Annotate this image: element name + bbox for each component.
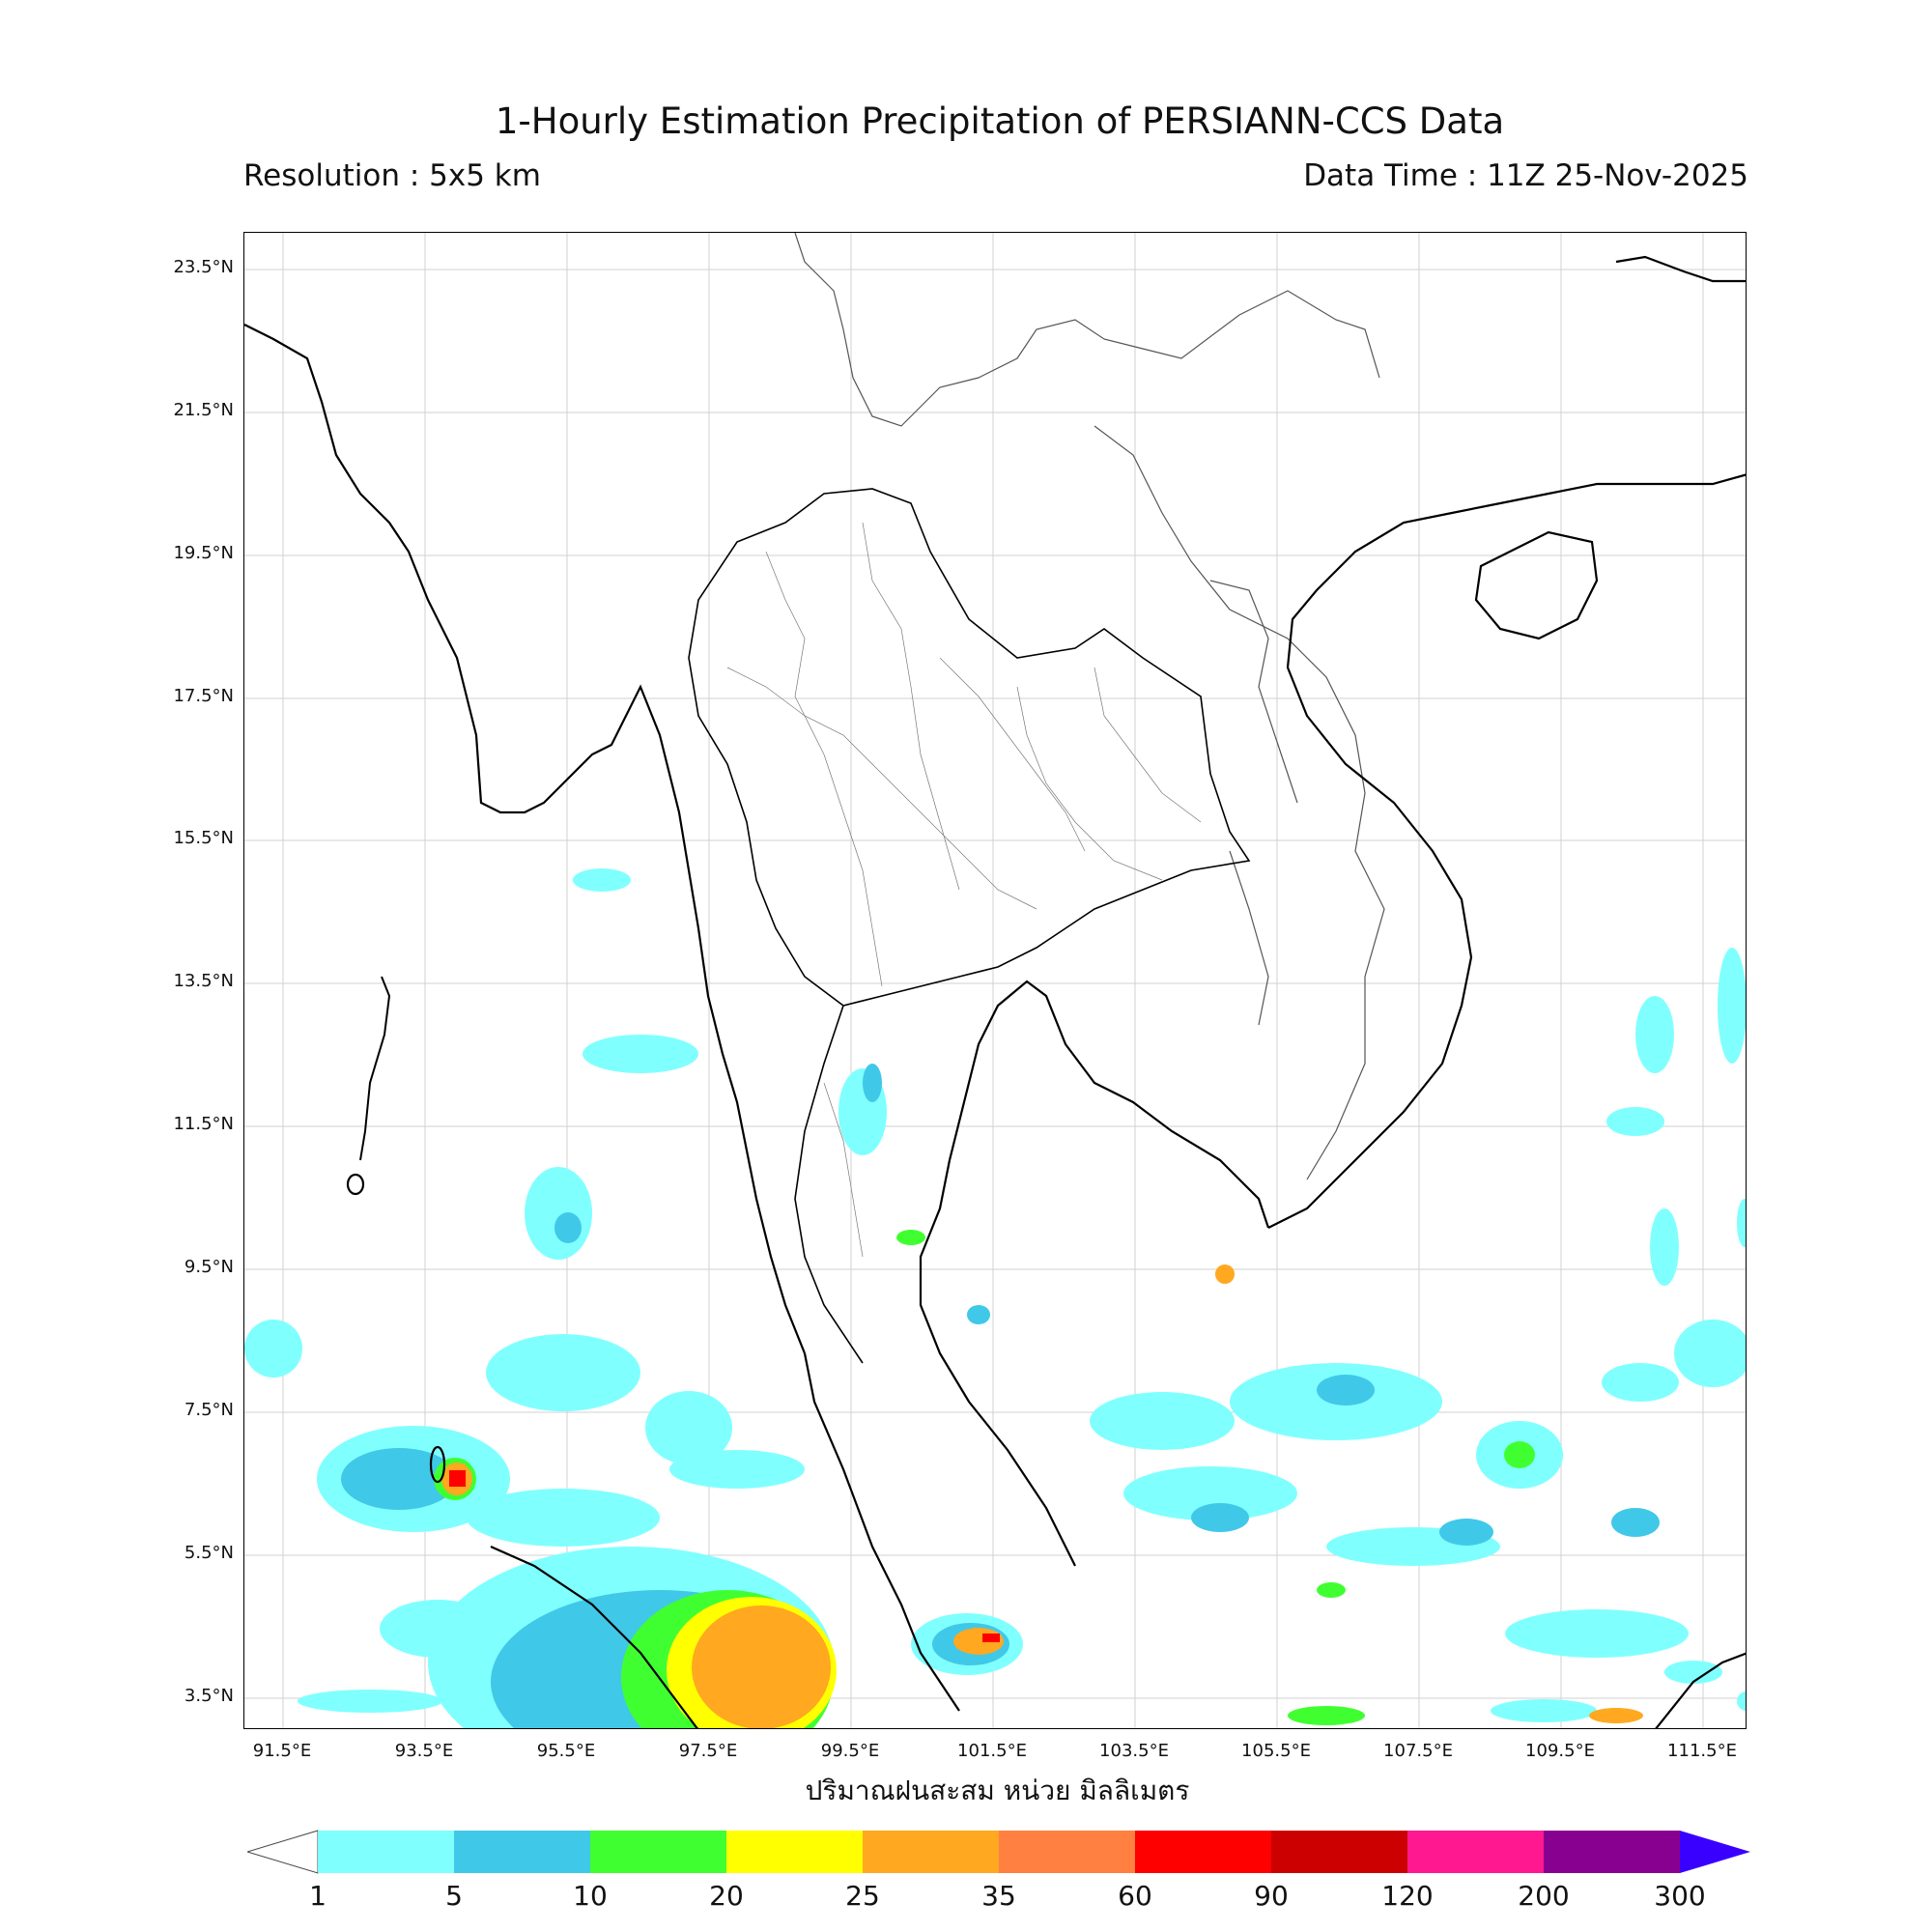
lon-label: 103.5°E: [1099, 1741, 1169, 1761]
colorbar-bin: [454, 1831, 590, 1873]
colorbar-label: 10: [573, 1880, 608, 1912]
rainfall-areas: [244, 868, 1746, 1728]
lon-label: 95.5°E: [536, 1741, 596, 1761]
rain-cell: [1317, 1582, 1346, 1598]
data-time-label: Data Time : 11Z 25-Nov-2025: [1303, 158, 1748, 193]
colorbar-label: 200: [1518, 1880, 1570, 1912]
lat-label: 15.5°N: [173, 828, 234, 848]
rain-cell: [298, 1690, 442, 1713]
lon-label: 107.5°E: [1383, 1741, 1453, 1761]
rain-cell: [554, 1212, 582, 1243]
rain-cell: [1439, 1519, 1493, 1546]
rain-cell: [1191, 1503, 1249, 1532]
colorbar-label: 25: [845, 1880, 880, 1912]
colorbar-label: 60: [1118, 1880, 1152, 1912]
rain-cell: [692, 1605, 831, 1728]
rain-cell: [669, 1450, 805, 1489]
map-canvas: [244, 233, 1746, 1728]
rain-cell: [1491, 1699, 1597, 1722]
lon-label: 105.5°E: [1241, 1741, 1311, 1761]
rain-cell: [1504, 1441, 1535, 1468]
rain-cell: [1611, 1508, 1660, 1537]
colorbar-bin: [1407, 1831, 1544, 1873]
coastlines: [244, 255, 1746, 1728]
rain-cell: [863, 1064, 882, 1102]
rain-cell: [1090, 1392, 1235, 1450]
map-title: 1-Hourly Estimation Precipitation of PER…: [495, 100, 1505, 142]
lon-label: 109.5°E: [1525, 1741, 1595, 1761]
resolution-label: Resolution : 5x5 km: [243, 158, 541, 193]
rain-cell: [582, 1035, 698, 1073]
lon-label: 111.5°E: [1667, 1741, 1737, 1761]
lon-label: 101.5°E: [957, 1741, 1027, 1761]
rain-cell: [525, 1167, 592, 1260]
precipitation-map: [243, 232, 1747, 1729]
rain-cell: [486, 1334, 640, 1411]
lat-label: 19.5°N: [173, 543, 234, 563]
rain-cell: [244, 1320, 302, 1378]
colorbar-svg: [245, 1830, 1750, 1874]
rain-cell: [449, 1470, 466, 1487]
colorbar-unit-label: ปริมาณฝนสะสม หน่วย มิลลิเมตร: [805, 1775, 1190, 1806]
colorbar-over-triangle: [1680, 1831, 1750, 1873]
colorbar-bin: [1135, 1831, 1271, 1873]
lat-label: 21.5°N: [173, 400, 234, 420]
rain-cell: [967, 1305, 990, 1324]
colorbar-bin: [1544, 1831, 1680, 1873]
lat-label: 7.5°N: [184, 1400, 234, 1420]
country-borders: [794, 233, 1385, 1180]
lat-label: 9.5°N: [184, 1257, 234, 1277]
colorbar-label: 1: [309, 1880, 327, 1912]
lat-label: 3.5°N: [184, 1686, 234, 1706]
rain-cell: [982, 1634, 1000, 1642]
lat-label: 5.5°N: [184, 1543, 234, 1563]
colorbar-label: 20: [709, 1880, 744, 1912]
rain-cell: [1602, 1363, 1679, 1402]
lat-label: 11.5°N: [173, 1114, 234, 1134]
lat-label: 17.5°N: [173, 686, 234, 706]
rain-cell: [1737, 1199, 1746, 1247]
colorbar-bin: [1271, 1831, 1407, 1873]
lon-label: 99.5°E: [820, 1741, 880, 1761]
rain-cell: [1606, 1107, 1664, 1136]
rain-cell: [896, 1230, 925, 1245]
lon-label: 91.5°E: [252, 1741, 312, 1761]
district-lines: [726, 522, 1202, 1258]
colorbar-label: 5: [445, 1880, 463, 1912]
rain-cell: [1505, 1609, 1689, 1658]
rain-cell: [573, 868, 631, 892]
colorbar-label: 90: [1254, 1880, 1289, 1912]
rain-cell: [380, 1600, 496, 1658]
lat-label: 13.5°N: [173, 971, 234, 991]
rain-cell: [1737, 1691, 1746, 1711]
rain-cell: [1674, 1320, 1746, 1387]
rain-cell: [1288, 1706, 1365, 1725]
colorbar-bin: [863, 1831, 999, 1873]
thailand-boundary: [688, 488, 1251, 1364]
colorbar-under-triangle: [245, 1830, 319, 1874]
colorbar-bin: [999, 1831, 1135, 1873]
colorbar: [245, 1829, 1754, 1881]
colorbar-label: 300: [1654, 1880, 1706, 1912]
lon-label: 97.5°E: [678, 1741, 738, 1761]
rain-cell: [1317, 1375, 1375, 1406]
rain-cell: [1589, 1708, 1643, 1723]
colorbar-label: 35: [981, 1880, 1016, 1912]
colorbar-bin: [590, 1831, 726, 1873]
lon-label: 93.5°E: [394, 1741, 454, 1761]
rain-cell: [645, 1391, 732, 1464]
rain-cell: [1664, 1661, 1722, 1684]
lat-label: 23.5°N: [173, 257, 234, 277]
rain-cell: [1650, 1208, 1679, 1286]
rain-cell: [1123, 1466, 1297, 1520]
rain-cell: [1635, 996, 1674, 1073]
rain-cell: [1215, 1264, 1235, 1284]
colorbar-bin: [318, 1831, 454, 1873]
rain-cell: [467, 1489, 660, 1547]
colorbar-label: 120: [1381, 1880, 1434, 1912]
rain-cell: [1718, 948, 1746, 1064]
colorbar-bin: [726, 1831, 863, 1873]
rain-cell: [341, 1448, 457, 1510]
